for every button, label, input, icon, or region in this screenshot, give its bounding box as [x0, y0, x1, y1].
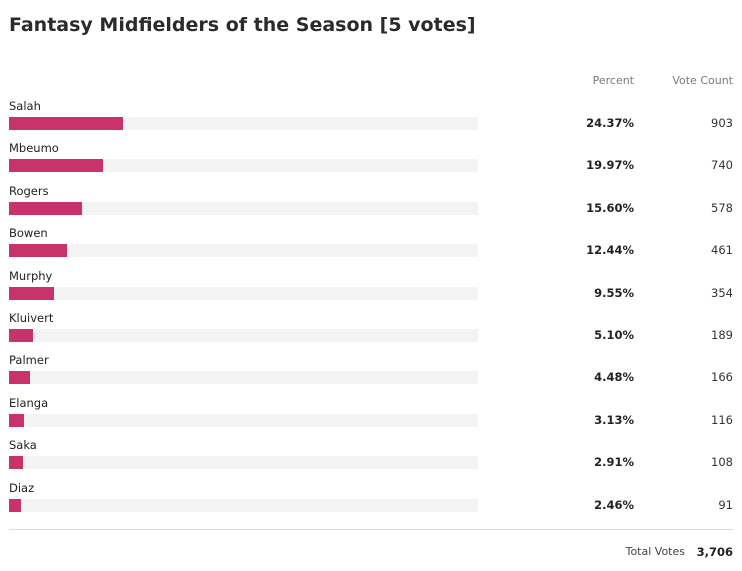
percent-value: 3.13% [594, 412, 634, 427]
bar-fill [9, 413, 24, 427]
category-label: Salah [9, 99, 41, 113]
result-row: Mbeumo 19.97% 740 [0, 141, 742, 183]
category-label: Kluivert [9, 311, 54, 325]
category-label: Mbeumo [9, 141, 59, 156]
vote-count-value: 578 [711, 200, 733, 215]
percent-value: 15.60% [586, 200, 634, 215]
bar-fill [9, 329, 33, 342]
category-label: Elanga [9, 395, 49, 410]
percent-value: 12.44% [586, 243, 634, 258]
vote-count-value: 740 [711, 158, 733, 173]
category-label: Bowen [9, 226, 48, 241]
total-votes-value: 3,706 [696, 545, 733, 559]
vote-count-value: 108 [711, 455, 733, 470]
poll-title: Fantasy Midfielders of the Season [5 vot… [9, 14, 476, 36]
result-row: Palmer 4.48% 166 [0, 353, 742, 395]
percent-value: 24.37% [586, 116, 634, 130]
vote-count-value: 903 [711, 116, 733, 130]
result-row: Salah 24.37% 903 [0, 99, 742, 141]
percent-value: 2.46% [594, 497, 634, 512]
vote-count-value: 354 [711, 285, 733, 300]
percent-value: 2.91% [594, 455, 634, 470]
category-label: Murphy [9, 268, 53, 283]
bar-track [9, 498, 478, 512]
bar-fill [9, 201, 83, 215]
category-label: Palmer [9, 353, 49, 368]
bar-track [9, 117, 478, 130]
bar-fill [9, 456, 23, 470]
divider [9, 529, 733, 530]
bar-track [9, 371, 478, 385]
category-label: Saka [9, 438, 37, 453]
result-row: Kluivert 5.10% 189 [0, 311, 742, 353]
bar-track [9, 286, 478, 300]
vote-count-value: 461 [711, 243, 733, 258]
bar-fill [9, 244, 68, 258]
bar-fill [9, 159, 103, 173]
bar-fill [9, 498, 21, 512]
bar-track [9, 456, 478, 470]
bar-fill [9, 286, 54, 300]
result-row: Murphy 9.55% 354 [0, 269, 742, 311]
bar-fill [9, 117, 124, 130]
bar-track [9, 201, 478, 215]
vote-count-value: 91 [718, 497, 733, 512]
bar-track [9, 244, 478, 258]
result-row: Diaz 2.46% 91 [0, 481, 742, 523]
percent-value: 5.10% [594, 328, 634, 342]
percent-column-header: Percent [592, 74, 634, 87]
vote-count-value: 166 [711, 370, 733, 385]
bar-track [9, 413, 478, 427]
category-label: Diaz [9, 480, 35, 495]
bar-fill [9, 371, 30, 385]
result-row: Saka 2.91% 108 [0, 438, 742, 480]
category-label: Rogers [9, 183, 49, 198]
result-row: Bowen 12.44% 461 [0, 226, 742, 268]
percent-value: 19.97% [586, 158, 634, 173]
total-votes-label: Total Votes [625, 545, 685, 558]
vote-count-value: 189 [711, 328, 733, 342]
vote-count-value: 116 [711, 412, 733, 427]
result-row: Elanga 3.13% 116 [0, 396, 742, 438]
result-row: Rogers 15.60% 578 [0, 184, 742, 226]
vote-count-column-header: Vote Count [672, 74, 733, 87]
percent-value: 9.55% [594, 285, 634, 300]
percent-value: 4.48% [594, 370, 634, 385]
bar-track [9, 159, 478, 173]
bar-track [9, 329, 478, 342]
